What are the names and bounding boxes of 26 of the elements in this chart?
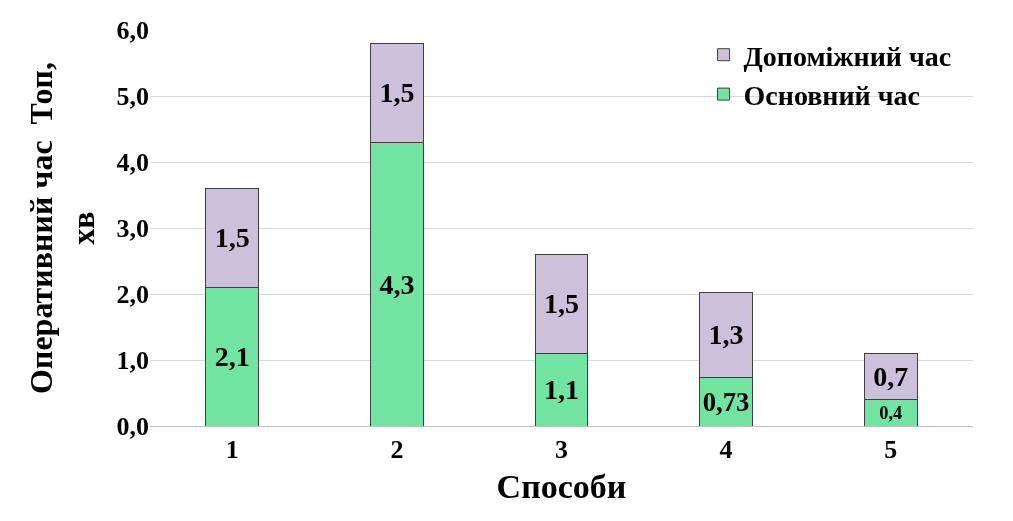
y-tick-label: 6,0 (116, 16, 149, 46)
data-label: 1,5 (544, 288, 579, 320)
data-label: 4,3 (379, 268, 415, 300)
y-tick-label: 0,0 (116, 412, 149, 442)
data-label: 1,1 (544, 374, 579, 406)
legend-label: Допоміжний час (743, 40, 952, 72)
data-label: 0,4 (879, 403, 903, 424)
data-label: 0,73 (702, 386, 750, 417)
y-tick-label: 1,0 (116, 346, 149, 376)
data-label: 0,7 (873, 361, 909, 392)
y-tick-label: 5,0 (116, 82, 149, 112)
y-tick-label: 4,0 (116, 148, 149, 178)
y-axis-title: Оперативний час Топ, хв (23, 62, 101, 394)
x-tick-label: 5 (884, 435, 898, 465)
legend-label: Основний час (743, 80, 920, 112)
x-tick-label: 4 (719, 435, 733, 465)
x-axis-title: Способи (496, 467, 627, 505)
data-label: 2,1 (214, 341, 250, 373)
y-tick-label: 2,0 (116, 280, 149, 310)
x-tick-label: 2 (390, 435, 404, 465)
x-tick-label: 3 (555, 435, 568, 465)
data-label: 1,5 (379, 77, 415, 109)
x-tick-label: 1 (225, 435, 239, 465)
y-tick-label: 3,0 (116, 214, 149, 244)
data-label: 1,5 (214, 222, 250, 254)
data-label: 1,3 (708, 319, 744, 351)
